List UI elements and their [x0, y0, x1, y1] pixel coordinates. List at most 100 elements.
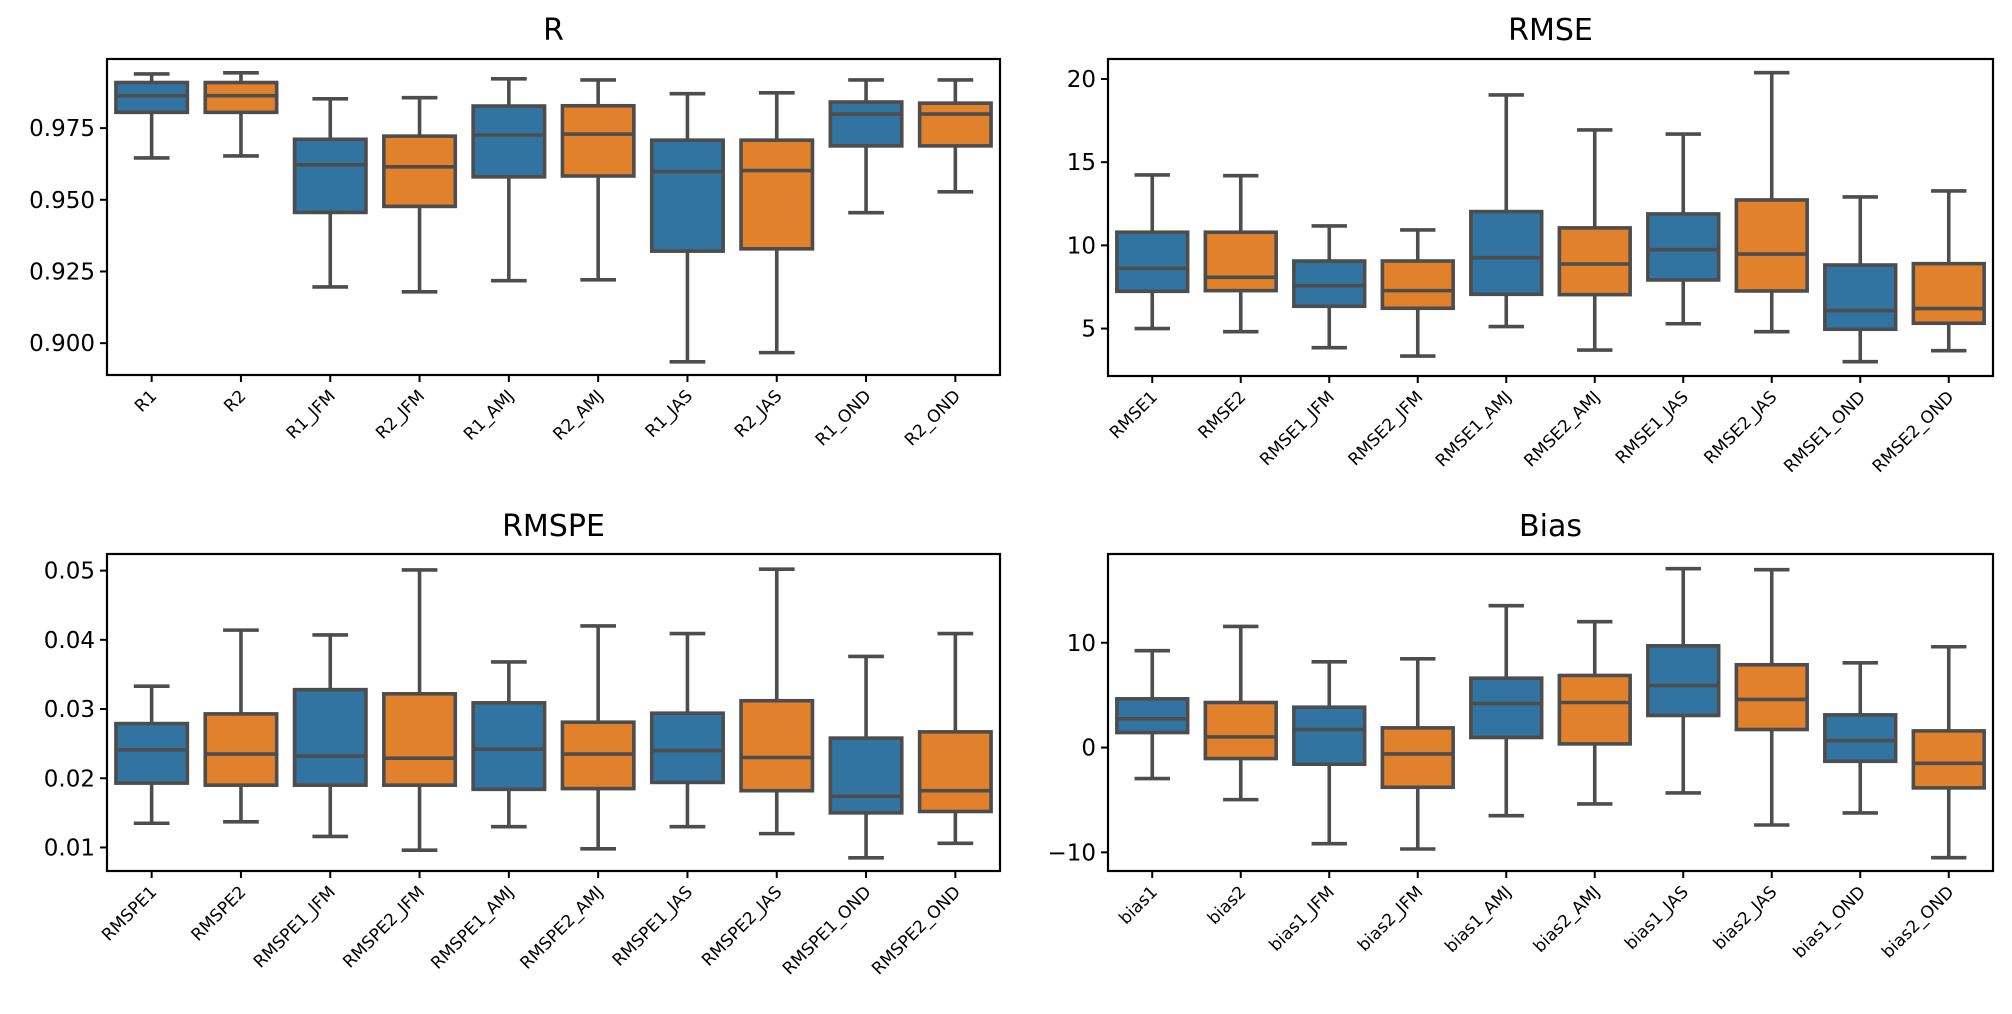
axes-frame — [1106, 552, 1995, 873]
x-tick-label: R2_AMJ — [549, 386, 607, 444]
box-iqr — [1203, 230, 1278, 293]
x-tick-label: RMSPE1_OND — [779, 882, 876, 979]
box-iqr — [1469, 676, 1544, 740]
x-tick-label: bias2_JFM — [1354, 882, 1427, 955]
box-iqr — [1823, 263, 1898, 332]
x-tick-label: R2 — [220, 386, 250, 416]
x-tick-label: bias2_OND — [1878, 882, 1958, 962]
y-tick-label: 15 — [1067, 150, 1096, 176]
x-tick-label: R1_AMJ — [460, 386, 518, 444]
y-tick-label: −10 — [1047, 840, 1096, 866]
x-tick-label: R1_JFM — [283, 386, 340, 443]
box-iqr — [382, 134, 458, 209]
box-RMSPE2_AMJ — [560, 624, 636, 851]
x-tick-label: R1_JAS — [642, 386, 697, 441]
box-R1_AMJ — [471, 76, 547, 283]
box-iqr — [1646, 643, 1721, 718]
chart-title: RMSPE — [502, 509, 605, 544]
box-bias2 — [1203, 624, 1278, 802]
box-RMSPE1 — [114, 684, 190, 826]
y-tick-label: 0.04 — [44, 628, 95, 654]
box-iqr — [1380, 259, 1455, 311]
box-iqr — [1203, 700, 1278, 761]
x-tick-label: RMSE2 — [1195, 387, 1251, 443]
x-tick-label: RMSPE2_AMJ — [517, 882, 608, 973]
x-tick-label: R1 — [131, 386, 161, 416]
x-tick-label: bias1_AMJ — [1441, 882, 1516, 957]
x-tick-label: RMSPE2_OND — [868, 882, 965, 979]
x-tick-label: R1_OND — [812, 386, 876, 450]
x-tick-label: RMSE2_JFM — [1345, 387, 1428, 470]
y-tick-label: 0.975 — [29, 116, 95, 142]
y-tick-label: 10 — [1067, 631, 1096, 657]
box-R1_OND — [828, 78, 904, 215]
box-iqr — [917, 101, 993, 148]
x-tick-label: RMSE1 — [1106, 387, 1162, 443]
y-tick-label: 0.05 — [44, 559, 95, 585]
box-iqr — [1380, 726, 1455, 790]
y-tick-label: 5 — [1081, 317, 1096, 343]
x-tick-label: RMSE2_JAS — [1700, 387, 1781, 468]
box-iqr — [1734, 198, 1809, 293]
x-tick-label: RMSPE1 — [98, 882, 161, 945]
x-tick-label: R2_OND — [901, 386, 965, 450]
x-tick-label: bias1_OND — [1790, 882, 1870, 962]
box-bias1_JFM — [1292, 660, 1367, 846]
y-tick-label: 0.925 — [29, 259, 95, 285]
x-tick-label: RMSPE2_JAS — [698, 882, 786, 970]
y-tick-label: 0.900 — [29, 331, 95, 357]
box-iqr — [739, 698, 815, 793]
box-RMSE1_AMJ — [1469, 93, 1544, 329]
box-iqr — [649, 711, 725, 785]
box-bias1 — [1115, 648, 1190, 781]
x-tick-label: RMSE2_OND — [1869, 387, 1958, 476]
box-iqr — [1911, 729, 1986, 790]
x-tick-label: RMSE1_JFM — [1256, 387, 1339, 470]
x-tick-label: RMSE2_AMJ — [1520, 387, 1604, 471]
y-tick-label: 10 — [1067, 233, 1096, 259]
panel-r: R 0.900 0.925 0.950 0.975 R1 R2 R1_JFM R2_JFM R1_… — [29, 13, 1002, 450]
x-tick-label: R2_JFM — [372, 386, 429, 443]
box-iqr — [203, 712, 279, 787]
y-tick-label: 20 — [1067, 67, 1096, 93]
box-bias2_OND — [1911, 644, 1986, 860]
x-tick-label: RMSE1_AMJ — [1432, 387, 1516, 471]
box-iqr — [560, 103, 636, 178]
box-iqr — [1115, 697, 1190, 735]
box-RMSE1_JAS — [1646, 132, 1721, 326]
x-tick-label: RMSE1_OND — [1780, 387, 1869, 476]
box-iqr — [1557, 226, 1632, 297]
box-RMSE1 — [1115, 173, 1190, 331]
x-tick-label: bias2 — [1204, 882, 1250, 928]
x-tick-label: bias1_JFM — [1266, 882, 1339, 955]
box-iqr — [1557, 673, 1632, 746]
y-tick-label: 0.950 — [29, 188, 95, 214]
box-iqr — [382, 692, 458, 787]
box-iqr — [292, 687, 368, 787]
x-tick-label: RMSE1_JAS — [1612, 387, 1693, 468]
box-iqr — [1469, 209, 1544, 297]
box-iqr — [1734, 662, 1809, 732]
box-RMSE2_JAS — [1734, 70, 1809, 334]
x-tick-label: bias1_JAS — [1621, 882, 1693, 954]
box-RMSPE1_JFM — [292, 633, 368, 839]
box-iqr — [739, 138, 815, 251]
box-RMSPE2 — [203, 628, 279, 824]
box-iqr — [471, 104, 547, 179]
box-RMSPE2_JAS — [739, 567, 815, 836]
box-R1 — [114, 72, 190, 160]
box-iqr — [1823, 713, 1898, 764]
box-bias1_OND — [1823, 660, 1898, 815]
box-RMSE1_OND — [1823, 195, 1898, 364]
box-bias1_AMJ — [1469, 603, 1544, 818]
box-bias2_AMJ — [1557, 619, 1632, 806]
box-RMSE2_AMJ — [1557, 128, 1632, 352]
box-iqr — [828, 100, 904, 148]
box-bias2_JFM — [1380, 656, 1455, 851]
box-RMSE2_OND — [1911, 189, 1986, 353]
box-RMSE2 — [1203, 173, 1278, 334]
